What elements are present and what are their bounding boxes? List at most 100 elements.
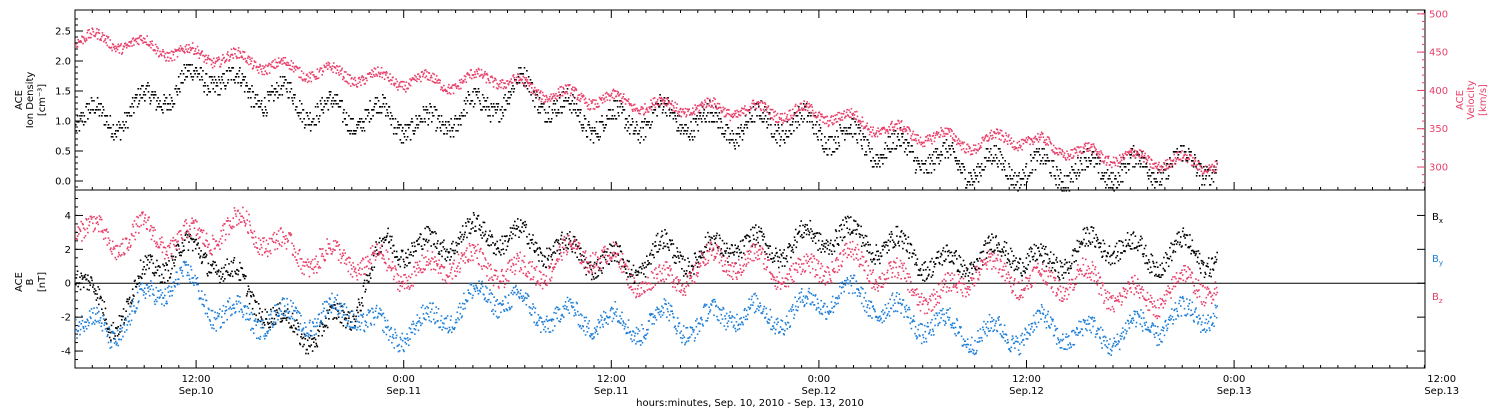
data-point-velocity [240,55,243,57]
data-point-velocity [107,36,110,38]
data-point-velocity [733,114,736,116]
data-point-velocity [1182,156,1185,159]
data-point-bx [565,237,568,240]
data-point-ion-density [483,106,486,108]
data-point-bx [179,251,182,253]
data-point-ion-density [182,73,185,75]
data-point-velocity [773,115,776,118]
data-point-ion-density [831,136,833,138]
data-point-velocity [830,116,832,119]
data-point-ion-density [454,118,456,120]
data-point-velocity [544,98,547,101]
data-point-velocity [705,106,707,109]
data-point-velocity [776,121,778,123]
data-point-ion-density [691,136,693,138]
data-point-velocity [486,74,489,76]
data-point-bx [530,239,532,241]
data-point-ion-density [913,160,916,162]
data-point-ion-density [603,130,605,132]
data-point-velocity [968,147,971,150]
data-point-bx [119,324,122,327]
data-point-velocity [695,106,698,109]
data-point-ion-density [676,115,679,117]
data-point-ion-density [265,109,267,111]
data-point-ion-density [901,136,904,138]
data-point-velocity [398,84,400,86]
data-point-velocity [405,91,407,93]
data-point-ion-density [95,109,98,111]
data-point-ion-density [728,142,731,144]
data-point-velocity [1032,143,1034,146]
data-point-bx [546,247,548,250]
data-point-ion-density [209,91,211,93]
data-point-velocity [887,132,890,135]
data-point-ion-density [612,118,615,120]
data-point-bx [309,334,312,337]
data-point-bx [748,240,750,243]
data-point-bx [302,336,305,339]
data-point-ion-density [410,121,412,123]
data-point-velocity [1048,136,1050,139]
data-point-velocity [667,102,670,104]
data-point-ion-density [988,157,990,159]
data-point-ion-density [538,97,541,99]
data-point-velocity [366,79,368,82]
data-point-velocity [263,73,265,76]
data-point-ion-density [936,157,938,159]
data-point-bx [580,259,583,261]
data-point-velocity [255,66,257,69]
data-point-ion-density [532,100,534,102]
data-point-velocity [1013,148,1016,151]
data-point-bx [125,300,128,303]
data-point-ion-density [148,97,151,99]
data-point-velocity [998,138,1000,140]
data-point-velocity [1027,136,1030,138]
data-point-ion-density [576,115,578,117]
data-point-ion-density [845,127,847,129]
data-point-ion-density [577,109,579,111]
data-point-ion-density [538,106,540,108]
data-point-ion-density [651,121,653,123]
data-point-ion-density [438,115,440,117]
data-point-velocity [416,78,419,80]
data-point-bx [127,300,129,303]
data-point-velocity [934,134,937,137]
data-point-ion-density [222,82,225,84]
data-point-velocity [741,107,743,109]
data-point-bx [715,237,717,239]
data-point-bx [809,219,812,222]
data-point-velocity [704,99,706,102]
data-point-ion-density [1066,175,1069,177]
data-point-bx [567,247,569,250]
data-point-ion-density [599,136,601,138]
data-point-ion-density [867,145,870,147]
data-point-bx [461,225,464,227]
data-point-ion-density [681,124,683,126]
data-point-velocity [510,78,512,80]
data-point-bx [400,249,403,252]
data-point-velocity [481,73,483,76]
data-point-bx [797,232,799,234]
data-point-velocity [624,103,627,105]
data-point-bx [336,302,339,305]
data-point-ion-density [181,70,183,72]
data-point-ion-density [327,109,330,111]
data-point-ion-density [574,109,577,111]
data-point-bx [739,240,742,243]
data-point-ion-density [403,136,406,138]
data-point-ion-density [141,97,144,99]
data-point-ion-density [779,145,781,147]
data-point-velocity [1059,148,1062,150]
data-point-velocity [369,72,371,74]
data-point-ion-density [959,169,962,171]
data-point-velocity [841,119,844,121]
data-point-ion-density [805,103,808,105]
data-point-velocity [735,112,737,115]
data-point-ion-density [303,127,306,129]
data-point-ion-density [775,130,778,132]
data-point-bx [469,218,471,220]
data-point-velocity [1033,141,1036,143]
data-point-ion-density [716,115,719,117]
data-point-ion-density [237,76,240,78]
data-point-bx [537,247,539,250]
